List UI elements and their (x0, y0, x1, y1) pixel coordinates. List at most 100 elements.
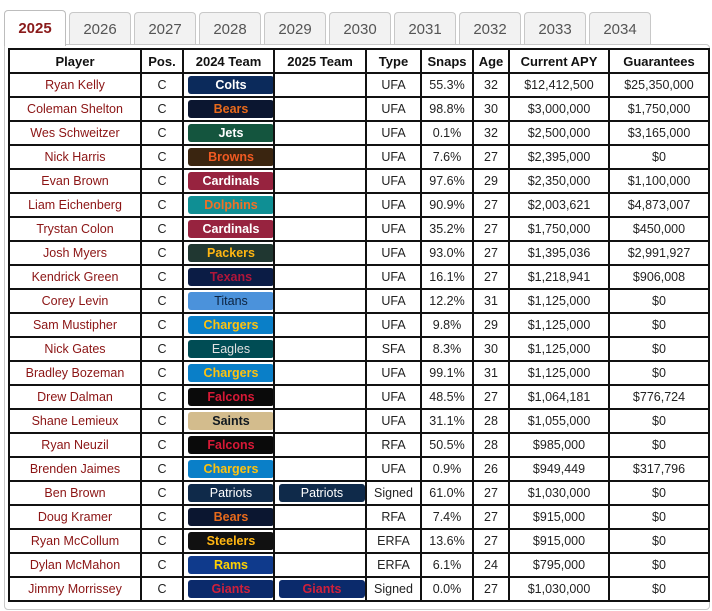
tab-year-2025[interactable]: 2025 (4, 10, 66, 46)
team-2024-cell: Chargers (182, 312, 275, 338)
team-badge-bears[interactable]: Bears (188, 508, 272, 526)
team-badge-chargers[interactable]: Chargers (188, 460, 272, 478)
player-name[interactable]: Nick Harris (8, 144, 142, 170)
tab-year-2028[interactable]: 2028 (199, 12, 261, 45)
age-cell: 31 (472, 360, 510, 386)
player-name[interactable]: Jimmy Morrissey (8, 576, 142, 602)
player-name[interactable]: Sam Mustipher (8, 312, 142, 338)
tab-year-2030[interactable]: 2030 (329, 12, 391, 45)
team-badge-falcons[interactable]: Falcons (188, 388, 272, 406)
player-name[interactable]: Evan Brown (8, 168, 142, 194)
snaps-cell: 9.8% (420, 312, 474, 338)
player-name[interactable]: Coleman Shelton (8, 96, 142, 122)
type-cell: ERFA (365, 528, 422, 554)
team-badge-chargers[interactable]: Chargers (188, 364, 272, 382)
guarantees-cell: $0 (608, 144, 710, 170)
team-2024-cell: Steelers (182, 528, 275, 554)
team-badge-cardinals[interactable]: Cardinals (188, 220, 272, 238)
player-name[interactable]: Trystan Colon (8, 216, 142, 242)
team-badge-jets[interactable]: Jets (188, 124, 272, 142)
team-2025-cell (273, 192, 367, 218)
team-badge-eagles[interactable]: Eagles (188, 340, 272, 358)
table-row: Wes Schweitzer C Jets UFA 0.1% 32 $2,500,000 $3… (8, 120, 710, 146)
team-2025-cell (273, 168, 367, 194)
player-name[interactable]: Ryan Kelly (8, 72, 142, 98)
position-cell: C (140, 504, 184, 530)
position-cell: C (140, 192, 184, 218)
age-cell: 27 (472, 192, 510, 218)
team-badge-chargers[interactable]: Chargers (188, 316, 272, 334)
team-badge-patriots[interactable]: Patriots (279, 484, 364, 502)
team-badge-steelers[interactable]: Steelers (188, 532, 272, 550)
table-row: Brenden Jaimes C Chargers UFA 0.9% 26 $949,449… (8, 456, 710, 482)
player-name[interactable]: Kendrick Green (8, 264, 142, 290)
player-name[interactable]: Liam Eichenberg (8, 192, 142, 218)
tab-year-2029[interactable]: 2029 (264, 12, 326, 45)
team-2025-cell (273, 336, 367, 362)
player-name[interactable]: Ben Brown (8, 480, 142, 506)
col-header-age[interactable]: Age (472, 48, 510, 74)
team-badge-bears[interactable]: Bears (188, 100, 272, 118)
player-name[interactable]: Doug Kramer (8, 504, 142, 530)
team-badge-falcons[interactable]: Falcons (188, 436, 272, 454)
team-badge-browns[interactable]: Browns (188, 148, 272, 166)
current-apy-cell: $2,500,000 (508, 120, 610, 146)
team-2025-cell (273, 528, 367, 554)
age-cell: 31 (472, 288, 510, 314)
player-name[interactable]: Shane Lemieux (8, 408, 142, 434)
team-2024-cell: Patriots (182, 480, 275, 506)
age-cell: 27 (472, 144, 510, 170)
team-badge-rams[interactable]: Rams (188, 556, 272, 574)
team-2025-cell (273, 408, 367, 434)
position-cell: C (140, 552, 184, 578)
col-header-type[interactable]: Type (365, 48, 422, 74)
team-2024-cell: Cardinals (182, 168, 275, 194)
team-2024-cell: Saints (182, 408, 275, 434)
type-cell: UFA (365, 72, 422, 98)
team-badge-saints[interactable]: Saints (188, 412, 272, 430)
tab-year-2032[interactable]: 2032 (459, 12, 521, 45)
team-badge-giants[interactable]: Giants (279, 580, 364, 598)
team-badge-patriots[interactable]: Patriots (188, 484, 272, 502)
player-name[interactable]: Ryan McCollum (8, 528, 142, 554)
team-badge-titans[interactable]: Titans (188, 292, 272, 310)
position-cell: C (140, 528, 184, 554)
table-row: Drew Dalman C Falcons UFA 48.5% 27 $1,064,181 $… (8, 384, 710, 410)
team-badge-packers[interactable]: Packers (188, 244, 272, 262)
col-header-2025-team[interactable]: 2025 Team (273, 48, 367, 74)
player-name[interactable]: Ryan Neuzil (8, 432, 142, 458)
team-badge-colts[interactable]: Colts (188, 76, 272, 94)
col-header-player[interactable]: Player (8, 48, 142, 74)
col-header-position[interactable]: Pos. (140, 48, 184, 74)
player-name[interactable]: Dylan McMahon (8, 552, 142, 578)
snaps-cell: 0.0% (420, 576, 474, 602)
team-badge-cardinals[interactable]: Cardinals (188, 172, 272, 190)
player-name[interactable]: Josh Myers (8, 240, 142, 266)
current-apy-cell: $1,218,941 (508, 264, 610, 290)
table-row: Ryan McCollum C Steelers ERFA 13.6% 27 $915,00… (8, 528, 710, 554)
player-name[interactable]: Bradley Bozeman (8, 360, 142, 386)
col-header-guarantees[interactable]: Guarantees (608, 48, 710, 74)
team-badge-texans[interactable]: Texans (188, 268, 272, 286)
team-2024-cell: Bears (182, 504, 275, 530)
team-badge-giants[interactable]: Giants (188, 580, 272, 598)
tab-year-2026[interactable]: 2026 (69, 12, 131, 45)
table-row: Bradley Bozeman C Chargers UFA 99.1% 31 $1,125… (8, 360, 710, 386)
tab-year-2034[interactable]: 2034 (589, 12, 651, 45)
col-header-2024-team[interactable]: 2024 Team (182, 48, 275, 74)
tab-year-2033[interactable]: 2033 (524, 12, 586, 45)
snaps-cell: 99.1% (420, 360, 474, 386)
table-row: Evan Brown C Cardinals UFA 97.6% 29 $2,350,000… (8, 168, 710, 194)
age-cell: 28 (472, 432, 510, 458)
col-header-snaps[interactable]: Snaps (420, 48, 474, 74)
player-name[interactable]: Corey Levin (8, 288, 142, 314)
col-header-current-apy[interactable]: Current APY (508, 48, 610, 74)
guarantees-cell: $4,873,007 (608, 192, 710, 218)
player-name[interactable]: Drew Dalman (8, 384, 142, 410)
tab-year-2031[interactable]: 2031 (394, 12, 456, 45)
player-name[interactable]: Brenden Jaimes (8, 456, 142, 482)
player-name[interactable]: Wes Schweitzer (8, 120, 142, 146)
team-badge-dolphins[interactable]: Dolphins (188, 196, 272, 214)
tab-year-2027[interactable]: 2027 (134, 12, 196, 45)
player-name[interactable]: Nick Gates (8, 336, 142, 362)
